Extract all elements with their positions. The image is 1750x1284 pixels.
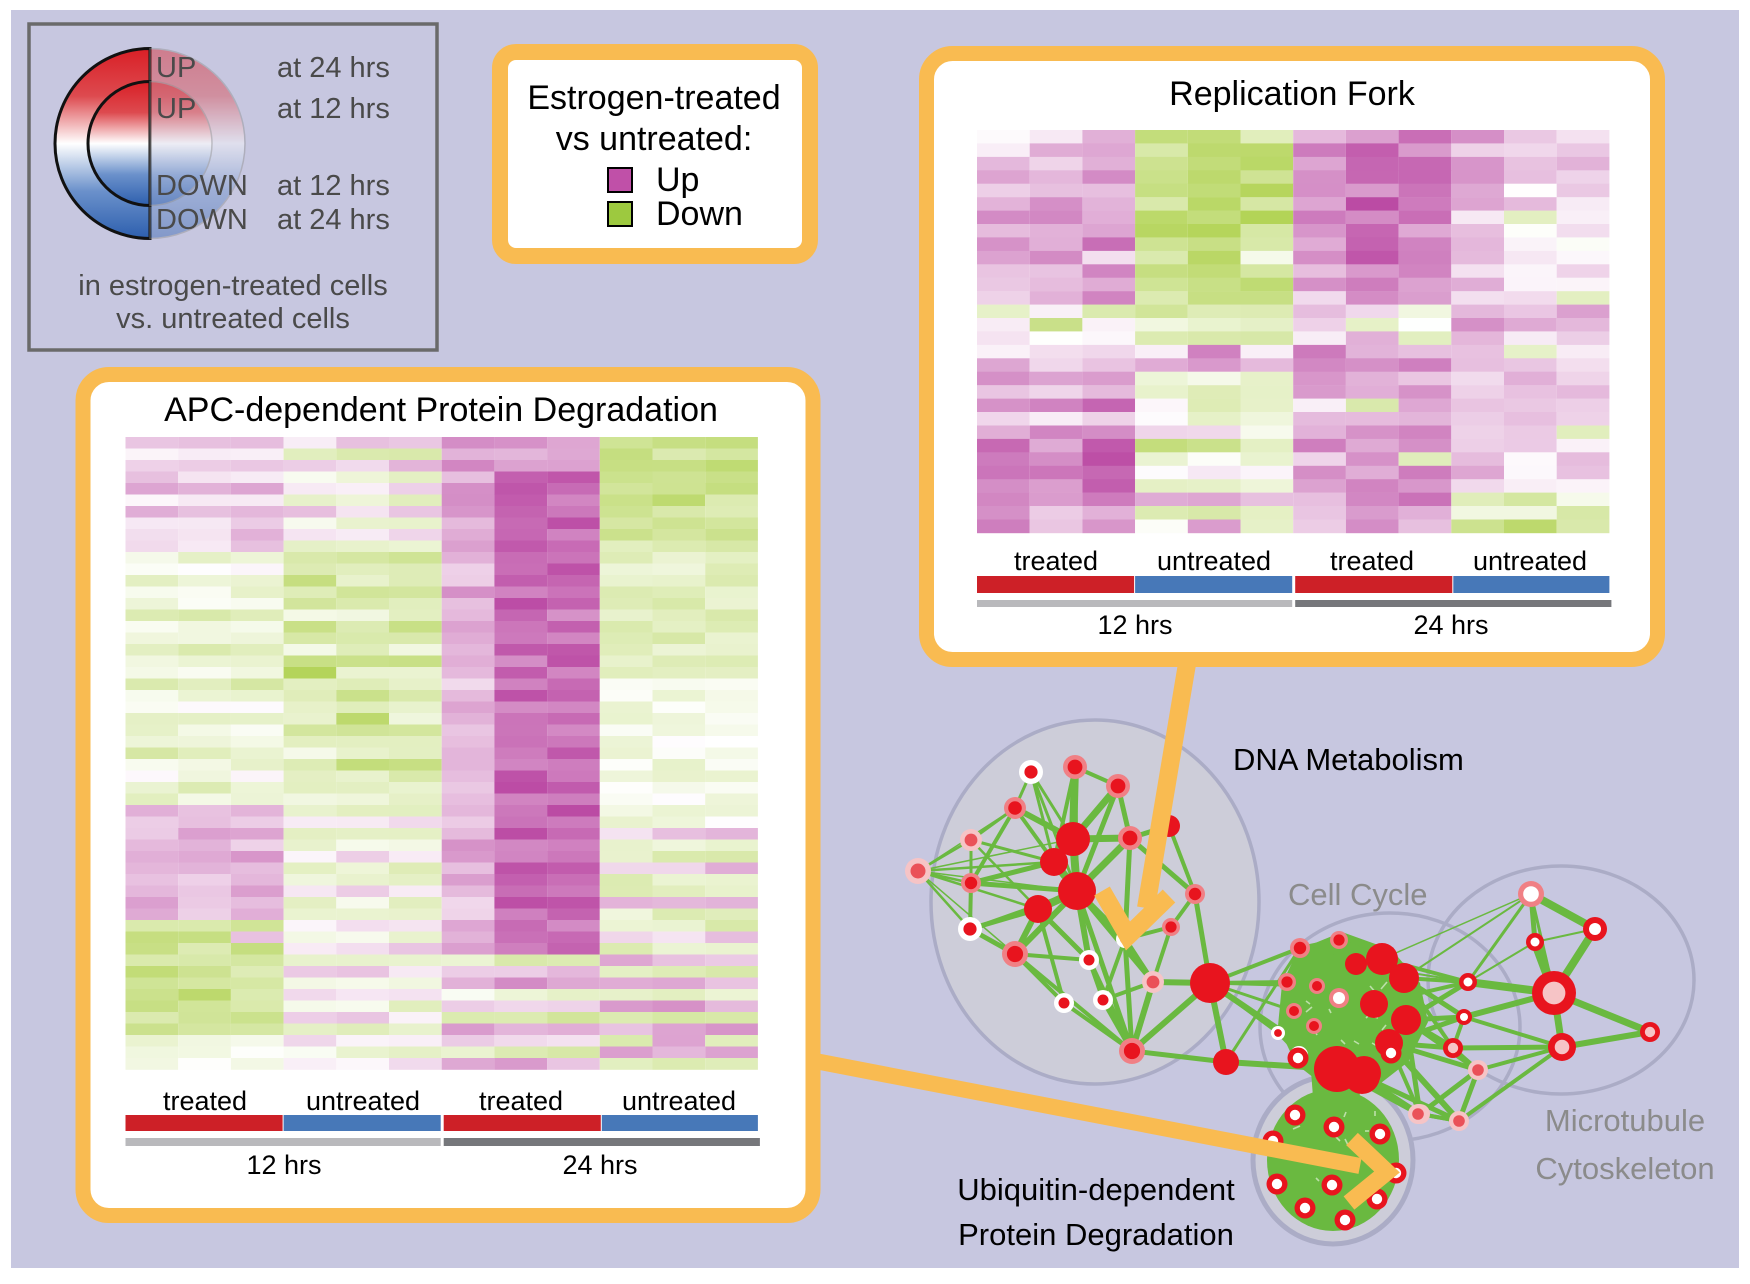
svg-text:at 24 hrs: at 24 hrs — [277, 52, 390, 84]
svg-text:in estrogen-treated cells: in estrogen-treated cells — [78, 270, 388, 302]
svg-text:treated: treated — [1330, 546, 1414, 576]
svg-text:12 hrs: 12 hrs — [246, 1150, 321, 1180]
svg-text:vs untreated:: vs untreated: — [556, 120, 753, 158]
svg-text:Down: Down — [656, 195, 743, 233]
svg-text:APC-dependent Protein Degradat: APC-dependent Protein Degradation — [164, 391, 718, 429]
svg-text:untreated: untreated — [306, 1086, 420, 1116]
svg-text:24 hrs: 24 hrs — [1413, 610, 1488, 640]
svg-text:Up: Up — [656, 161, 699, 199]
svg-text:DNA Metabolism: DNA Metabolism — [1233, 742, 1464, 777]
svg-text:12 hrs: 12 hrs — [1097, 610, 1172, 640]
svg-text:UP: UP — [156, 93, 196, 125]
svg-text:vs. untreated cells: vs. untreated cells — [116, 303, 350, 335]
svg-text:Cell Cycle: Cell Cycle — [1288, 877, 1428, 912]
svg-text:untreated: untreated — [622, 1086, 736, 1116]
svg-text:Replication Fork: Replication Fork — [1169, 75, 1416, 113]
svg-text:treated: treated — [479, 1086, 563, 1116]
svg-text:Cytoskeleton: Cytoskeleton — [1535, 1151, 1714, 1186]
svg-text:24 hrs: 24 hrs — [562, 1150, 637, 1180]
svg-text:DOWN: DOWN — [156, 204, 248, 236]
svg-text:Protein Degradation: Protein Degradation — [958, 1217, 1234, 1252]
svg-text:untreated: untreated — [1157, 546, 1271, 576]
svg-text:untreated: untreated — [1473, 546, 1587, 576]
svg-text:DOWN: DOWN — [156, 170, 248, 202]
svg-text:at 12 hrs: at 12 hrs — [277, 170, 390, 202]
svg-text:treated: treated — [1014, 546, 1098, 576]
svg-text:at 24 hrs: at 24 hrs — [277, 204, 390, 236]
svg-text:at 12 hrs: at 12 hrs — [277, 93, 390, 125]
svg-text:Ubiquitin-dependent: Ubiquitin-dependent — [957, 1172, 1235, 1207]
svg-text:UP: UP — [156, 52, 196, 84]
svg-text:treated: treated — [163, 1086, 247, 1116]
svg-text:Estrogen-treated: Estrogen-treated — [527, 79, 780, 117]
svg-text:Microtubule: Microtubule — [1545, 1103, 1705, 1138]
